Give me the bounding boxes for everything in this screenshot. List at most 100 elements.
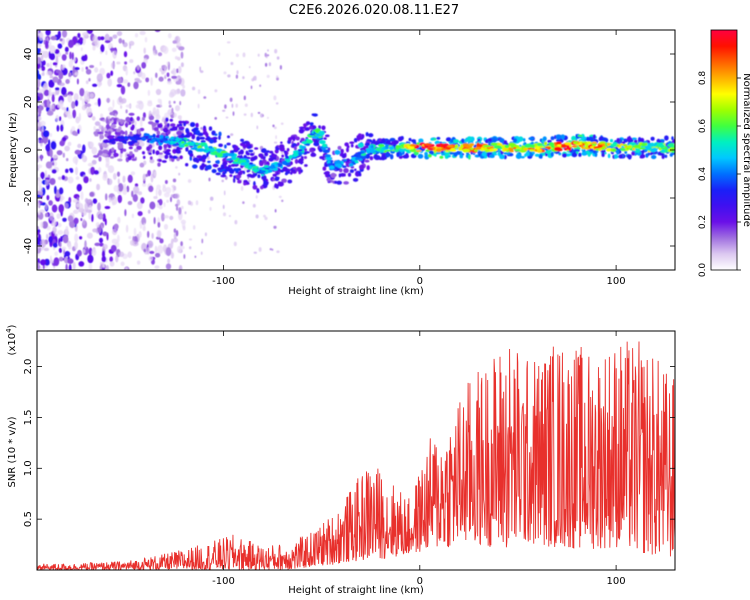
spectrogram-cell [252,76,255,81]
spectrogram-cell [89,64,95,69]
spectrogram-cell [167,33,172,39]
spectrogram-cell [171,126,178,131]
spectrogram-cell [65,51,69,55]
spectrogram-cell [149,250,155,254]
spectrogram-cell [117,132,121,136]
figure-title: C2E6.2026.020.08.11.E27 [289,3,459,18]
spectrogram-cell [91,159,97,165]
spectrogram-cell [391,141,394,145]
spectrogram-cell [294,158,299,164]
spectrogram-cell [594,152,598,157]
spectrogram-cell [188,238,193,241]
spectrogram-cell [329,165,335,170]
spectrogram-cell [513,138,518,143]
spectrogram-cell [477,151,482,155]
spectrogram-cell [72,130,77,136]
spectrogram-cell [318,130,325,136]
spectrogram-cell [155,134,162,139]
spectrogram-cell [153,216,156,225]
spectrogram-cell [136,260,141,265]
spectrogram-cell [58,82,65,87]
spectrogram-cell [547,139,552,143]
spectrogram-cell [205,165,212,170]
spectrogram-cell [342,165,347,169]
spectrogram-cell [74,72,79,76]
spectrogram-cell [49,52,56,61]
spectrogram-cell [124,130,128,136]
spectrogram-cell [51,104,55,110]
spectrogram-cell [623,138,628,142]
spectrogram-cell [340,148,344,154]
spectrogram-cell [674,150,675,152]
spectrogram-cell [338,173,342,178]
spectrogram-cell [74,166,79,176]
spectrogram-cell [98,142,101,146]
spectrogram-cell [264,152,269,157]
spectrogram-cell [357,142,364,148]
spectrogram-cell [564,142,572,145]
spectrogram-cell [136,64,140,71]
spectrogram-cell [192,225,196,230]
spectrogram-cell [601,137,607,141]
spectrogram-cell [64,46,69,53]
spectrogram-cell [259,170,266,173]
spectrogram-cell [71,52,74,61]
spectrogram-cell [52,62,58,66]
spectrogram-cell [48,235,53,244]
spectrogram-cell [173,100,176,104]
spectrogram-cell [67,258,74,264]
spectrogram-cell [263,165,269,168]
spectrogram-cell [74,233,79,243]
spectrogram-cell [445,137,452,142]
spectrogram-cell [359,164,365,170]
spectrogram-cell [102,173,108,181]
spectrogram-cell [105,159,110,167]
spectrogram-cell [669,152,673,157]
spectrogram-cell [282,166,288,172]
spectrogram-cell [538,155,542,159]
spectrogram-cell [165,186,172,194]
spectrogram-cell [334,163,342,167]
spectrogram-cell [494,145,502,149]
spectrogram-cell [38,265,43,270]
spectrogram-cell [671,136,674,141]
spectrogram-cell [131,213,135,219]
spectrogram-cell [640,137,645,143]
spectrogram-cell [365,148,371,151]
spectrogram-cell [159,154,166,159]
spectrogram-cell [62,152,65,158]
spectrogram-cell [158,189,162,196]
spectrogram-cell [174,193,180,199]
spectrogram-cell [272,173,278,177]
spectrogram-cell [136,201,143,210]
spectrogram-cell [153,195,158,200]
spectrogram-cell [107,78,113,87]
spectrogram-cell [176,245,182,254]
spectrogram-cell [128,235,132,240]
spectrogram-cell [380,148,385,152]
spectrogram-cell [245,150,249,155]
spectrogram-cell [298,160,304,164]
spectrogram-cell [503,140,508,145]
spectrogram-cell [91,213,94,223]
snr-x-tick-label: -100 [212,576,235,587]
spectrogram-cell [285,155,290,160]
spectrogram-cell [369,148,375,153]
spectrogram-cell [659,144,666,148]
spectrogram-cell [105,119,109,124]
spectrogram-cell [172,178,177,183]
spectrogram-cell [174,105,181,112]
spectrogram-cell [497,151,501,157]
spectrogram-cell [309,122,314,126]
spectrogram-cell [303,156,308,159]
spectrogram-cell [148,152,152,155]
spectrogram-cell [283,150,287,154]
spectrogram-cell [124,135,129,140]
spectrogram-cell [107,130,112,136]
spectrogram-cell [322,166,327,171]
spectrogram-cell [244,103,248,107]
spectrogram-cell [52,226,57,234]
spectrogram-cell [106,72,111,79]
snr-multiplier-base: (x10 [7,333,18,356]
spectrogram-cell [150,77,153,86]
